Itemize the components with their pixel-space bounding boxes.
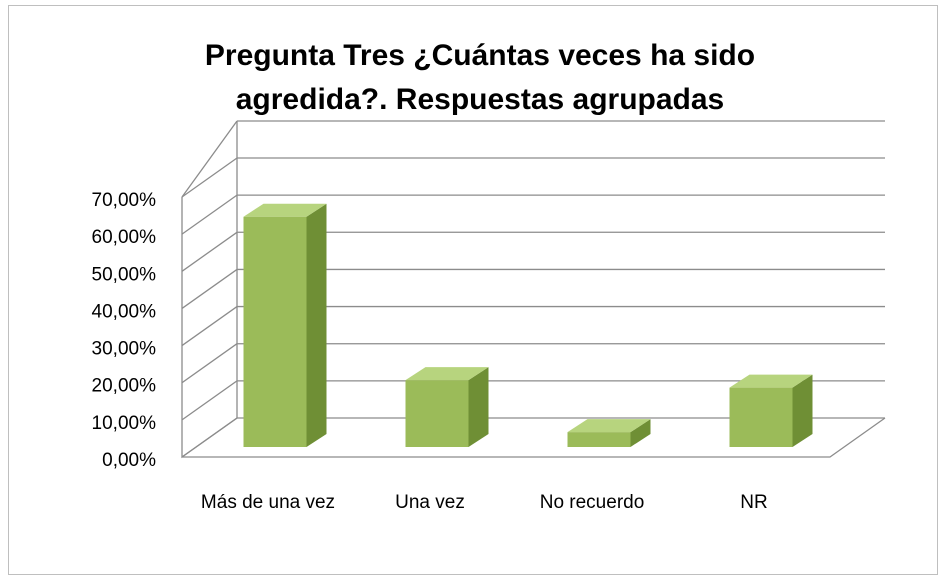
x-tick-label: Más de una vez [200, 492, 336, 513]
left-top [181, 120, 238, 198]
grid-line [181, 268, 238, 309]
bar-side [468, 367, 489, 447]
y-tick-label: 30,00% [92, 339, 157, 360]
y-tick-label: 10,00% [92, 413, 157, 434]
bar [243, 203, 327, 447]
bar-top [243, 203, 327, 217]
grid-line [181, 231, 238, 272]
y-tick-label: 60,00% [92, 227, 157, 248]
bar-top [405, 367, 489, 381]
grid-line [181, 417, 238, 458]
bar-side [792, 374, 813, 447]
bar-top [567, 419, 651, 433]
y-tick-label: 40,00% [92, 301, 157, 322]
bar-front [243, 216, 307, 447]
bar-side [630, 419, 651, 447]
bar-top [729, 374, 813, 388]
bar [405, 367, 489, 447]
y-tick-label: 70,00% [92, 190, 157, 211]
bar [729, 374, 813, 447]
bar-front [567, 432, 631, 447]
left-wall [181, 158, 238, 459]
chart-title: Pregunta Tres ¿Cuántas veces ha sido agr… [204, 39, 756, 116]
y-tick-label: 20,00% [92, 376, 157, 397]
bar-side [306, 203, 327, 447]
grid-line [181, 157, 238, 198]
bar-front [405, 380, 469, 447]
grid-line [181, 194, 238, 235]
bar-front [729, 387, 793, 447]
grid-line [181, 380, 238, 421]
x-tick-label: NR [740, 492, 768, 513]
floor [182, 417, 886, 458]
grid-line [181, 343, 238, 384]
x-tick-label: No recuerdo [539, 492, 645, 513]
x-tick-label: Una vez [395, 492, 465, 513]
y-tick-label: 0,00% [102, 450, 156, 471]
y-tick-label: 50,00% [92, 264, 157, 285]
bar [567, 419, 651, 447]
grid-line [181, 306, 238, 347]
